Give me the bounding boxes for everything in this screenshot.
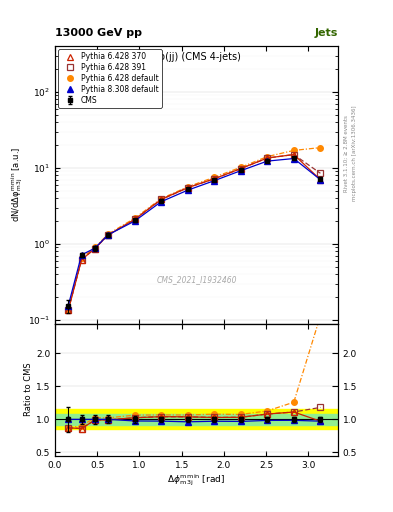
Pythia 6.428 370 (212, 176, 217, 182)
Pythia 6.428 default (185, 184, 190, 190)
Line: Pythia 6.428 370: Pythia 6.428 370 (66, 152, 323, 313)
Pythia 6.428 default (159, 196, 163, 202)
Pythia 6.428 default (132, 215, 137, 221)
Pythia 6.428 default (318, 144, 323, 151)
Line: Pythia 6.428 default: Pythia 6.428 default (66, 145, 323, 313)
X-axis label: $\Delta\phi^{\rm m\,min}_{\rm m\,3j}$ [rad]: $\Delta\phi^{\rm m\,min}_{\rm m\,3j}$ [r… (167, 472, 226, 488)
Pythia 6.428 default (79, 255, 84, 261)
Pythia 6.428 370 (159, 197, 163, 203)
Pythia 6.428 default (265, 154, 270, 160)
Pythia 6.428 370 (66, 307, 71, 313)
Pythia 6.428 370 (106, 232, 110, 238)
Pythia 8.308 default (212, 178, 217, 184)
Pythia 6.428 391 (239, 165, 243, 172)
Text: Δφ(jj) (CMS 4-jets): Δφ(jj) (CMS 4-jets) (152, 52, 241, 61)
Legend: Pythia 6.428 370, Pythia 6.428 391, Pythia 6.428 default, Pythia 8.308 default, : Pythia 6.428 370, Pythia 6.428 391, Pyth… (58, 49, 162, 108)
Pythia 6.428 default (239, 164, 243, 170)
Pythia 6.428 default (212, 174, 217, 180)
Pythia 8.308 default (66, 303, 71, 309)
Pythia 6.428 391 (92, 246, 97, 252)
Text: Jets: Jets (315, 28, 338, 38)
Pythia 6.428 default (292, 147, 296, 154)
Pythia 8.308 default (265, 158, 270, 164)
Text: CMS_2021_I1932460: CMS_2021_I1932460 (156, 274, 237, 284)
Pythia 8.308 default (106, 232, 110, 238)
Pythia 6.428 391 (79, 257, 84, 263)
Pythia 6.428 370 (318, 177, 323, 183)
Pythia 6.428 391 (106, 232, 110, 238)
Pythia 6.428 391 (185, 185, 190, 191)
Pythia 6.428 370 (239, 165, 243, 172)
Pythia 8.308 default (132, 218, 137, 224)
Pythia 6.428 391 (212, 176, 217, 182)
Pythia 6.428 370 (132, 217, 137, 223)
Text: 13000 GeV pp: 13000 GeV pp (55, 28, 142, 38)
Y-axis label: Ratio to CMS: Ratio to CMS (24, 363, 33, 416)
Pythia 8.308 default (79, 252, 84, 258)
Pythia 8.308 default (318, 177, 323, 183)
Pythia 8.308 default (292, 156, 296, 162)
Pythia 6.428 391 (159, 197, 163, 203)
Pythia 6.428 370 (92, 246, 97, 252)
Pythia 8.308 default (159, 199, 163, 205)
Pythia 6.428 370 (185, 185, 190, 191)
Pythia 6.428 default (66, 307, 71, 313)
Y-axis label: dN/dΔφ$^{\rm m\,min}_{\rm m\,3j}$ [a.u.]: dN/dΔφ$^{\rm m\,min}_{\rm m\,3j}$ [a.u.] (9, 147, 25, 222)
Pythia 6.428 391 (132, 217, 137, 223)
Pythia 6.428 391 (265, 155, 270, 161)
Pythia 6.428 391 (318, 170, 323, 176)
Bar (55, 410, 338, 429)
Line: Pythia 6.428 391: Pythia 6.428 391 (66, 152, 323, 313)
Pythia 6.428 default (92, 244, 97, 250)
Pythia 8.308 default (92, 245, 97, 251)
Pythia 6.428 370 (292, 152, 296, 158)
Pythia 6.428 370 (265, 155, 270, 161)
Text: mcplots.cern.ch [arXiv:1306.3436]: mcplots.cern.ch [arXiv:1306.3436] (352, 106, 357, 201)
Pythia 8.308 default (239, 167, 243, 174)
Pythia 6.428 391 (66, 307, 71, 313)
Pythia 8.308 default (185, 187, 190, 193)
Line: Pythia 8.308 default: Pythia 8.308 default (66, 156, 323, 308)
Bar (55, 414, 338, 424)
Pythia 6.428 default (106, 231, 110, 237)
Text: Rivet 3.1.10; ≥ 2.8M events: Rivet 3.1.10; ≥ 2.8M events (344, 115, 349, 192)
Pythia 6.428 370 (79, 257, 84, 263)
Pythia 6.428 391 (292, 152, 296, 158)
